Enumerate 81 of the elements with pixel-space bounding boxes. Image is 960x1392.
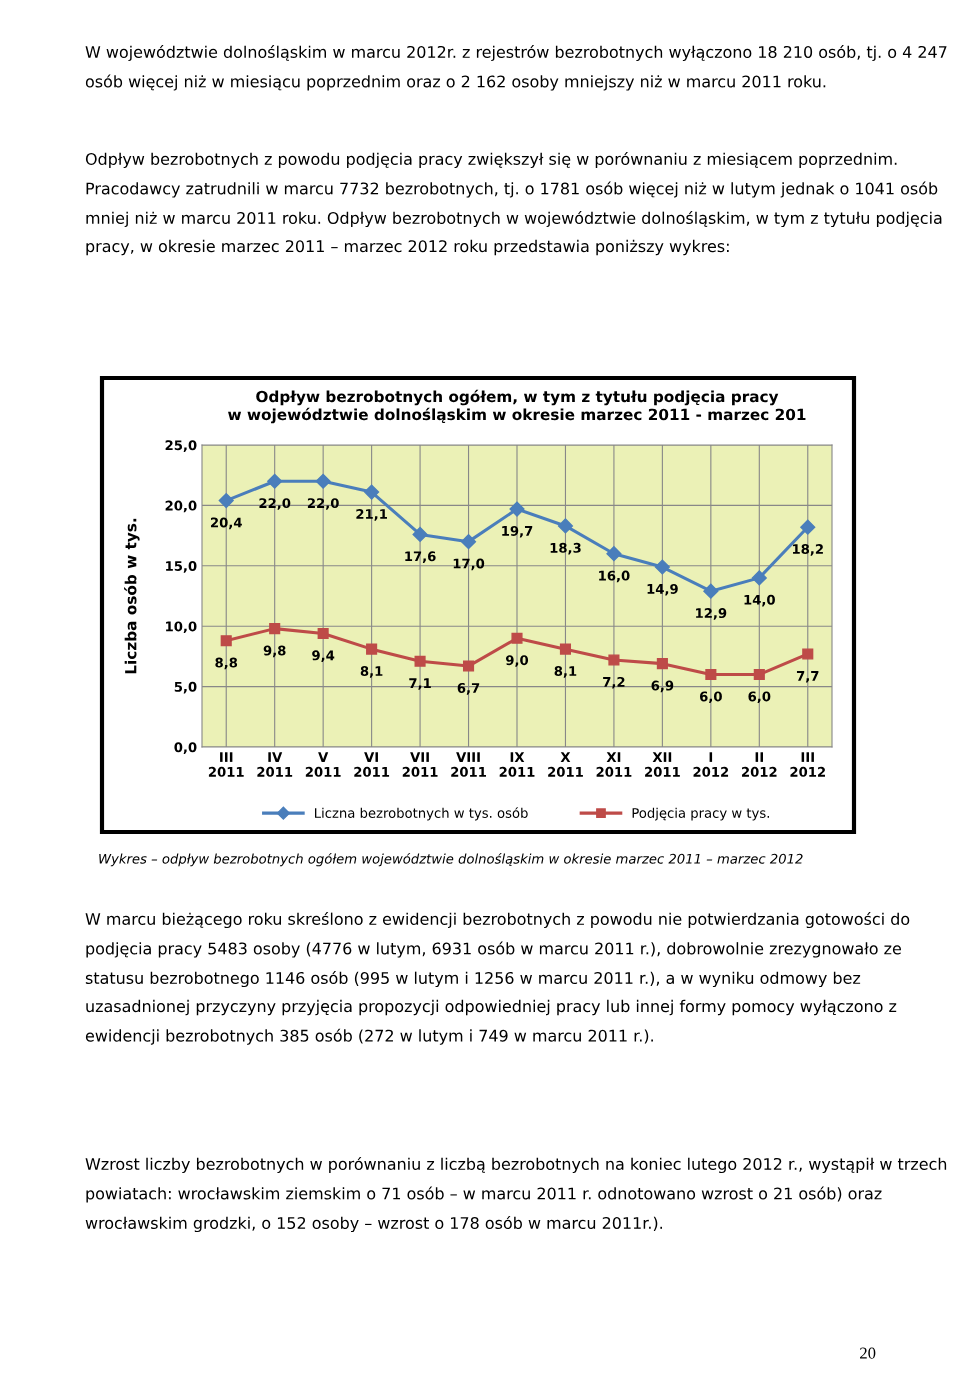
x-tick-label: X 2011 bbox=[548, 752, 583, 777]
point bbox=[315, 473, 331, 489]
point bbox=[703, 583, 719, 599]
text: W województwie dolnośląskim w marcu 2012r. z rejestrów bezrobotnych wyłączono 18 210 osób, tj. o 4 247 osób więcej niż w miesiącu poprzednim oraz o 2 162 osoby mniejszy niż w marcu 2011 roku. bbox=[85, 45, 947, 91]
data-label: 18,2 bbox=[792, 544, 823, 556]
x-tick-label: XI 2011 bbox=[596, 752, 632, 777]
data-label: 9,4 bbox=[312, 650, 335, 663]
data-label: 6,0 bbox=[699, 691, 722, 704]
data-label: 6,9 bbox=[651, 680, 674, 693]
x-tick-label: VIII 2011 bbox=[451, 752, 486, 777]
point bbox=[364, 484, 380, 500]
data-label: 7,2 bbox=[603, 676, 625, 689]
data-label: 9,0 bbox=[506, 655, 529, 667]
data-label: 14,0 bbox=[744, 594, 775, 607]
data-label: 17,6 bbox=[405, 551, 436, 563]
x-tick-label: V 2011 bbox=[305, 752, 341, 777]
data-label: 18,3 bbox=[550, 542, 581, 555]
point bbox=[606, 546, 622, 562]
x-tick-label: III 2012 bbox=[790, 752, 825, 777]
point bbox=[412, 526, 428, 542]
y-tick-label: 15,0 bbox=[166, 561, 197, 573]
text: Wykres – odpływ bezrobotnych ogółem województwie dolnośląskim w okresie marzec 2011 – marzec 2012 bbox=[99, 853, 803, 867]
x-tick-label: IV 2011 bbox=[257, 752, 293, 777]
data-label: 8,1 bbox=[360, 666, 383, 678]
point bbox=[269, 623, 281, 635]
point bbox=[557, 518, 574, 534]
data-label: 7,7 bbox=[796, 671, 819, 683]
point bbox=[218, 492, 234, 509]
data-label: 21,1 bbox=[356, 509, 387, 521]
data-label: 6,0 bbox=[748, 691, 771, 704]
legend-label: Podjęcia pracy w tys. bbox=[632, 807, 769, 821]
point bbox=[317, 627, 329, 640]
x-tick-label: VII 2011 bbox=[402, 752, 438, 777]
x-tick-label: IX 2011 bbox=[499, 752, 535, 777]
point bbox=[705, 668, 717, 681]
chart-title: Odpływ bezrobotnych ogółem, w tym z tytułu podjęcia pracy w województwie dolnośląskim w okresie marzec 2011 - marzec 201 bbox=[228, 389, 806, 424]
point bbox=[366, 643, 378, 655]
text: Odpływ bezrobotnych z powodu podjęcia pracy zwiększył się w porównaniu z miesiącem poprzednim. Pracodawcy zatrudnili w marcu 7732 bezrobotnych, tj. o 1781 osób więcej niż w lutym jednak o 1041 osób mniej niż w marcu 2011 roku. Odpływ bezrobotnych w województwie dolnośląskim, w tym z tytułu podjęcia pracy, w okresie marzec 2011 – marzec 2012 roku przedstawia poniższy wykres: bbox=[85, 152, 942, 256]
point bbox=[654, 559, 670, 575]
point bbox=[800, 519, 816, 535]
data-label: 16,0 bbox=[599, 570, 630, 583]
point bbox=[559, 643, 572, 655]
data-label: 7,1 bbox=[409, 678, 431, 690]
point bbox=[462, 660, 475, 672]
point bbox=[509, 501, 525, 517]
point bbox=[460, 534, 477, 550]
legend-label: Liczna bezrobotnych w tys. osób bbox=[315, 807, 528, 821]
y-tick-label: 20,0 bbox=[165, 500, 197, 513]
text: 20 bbox=[860, 1347, 876, 1359]
text: Wzrost liczby bezrobotnych w porównaniu z liczbą bezrobotnych na koniec lutego 2012 r., wystąpił w trzech powiatach: wrocławskim ziemskim o 71 osób – w marcu 2011 r. odnotowano wzrost o 21 osób) oraz wrocławskim grodzki, o 152 osoby – wzrost o 178 osób w marcu 2011r.). bbox=[85, 1157, 947, 1233]
point bbox=[802, 648, 814, 660]
x-tick-label: III 2011 bbox=[208, 752, 244, 777]
data-label: 19,7 bbox=[502, 525, 533, 538]
point bbox=[751, 570, 767, 586]
point bbox=[656, 658, 668, 670]
y-tick-label: 0,0 bbox=[174, 742, 197, 754]
data-label: 17,0 bbox=[453, 558, 485, 571]
x-tick-label: VI 2011 bbox=[354, 752, 390, 777]
data-label: 20,4 bbox=[211, 517, 242, 530]
data-label: 6,7 bbox=[457, 682, 480, 695]
data-label: 8,8 bbox=[215, 657, 238, 670]
data-label: 8,1 bbox=[554, 666, 577, 678]
point bbox=[511, 632, 523, 644]
data-label: 12,9 bbox=[696, 608, 727, 620]
point bbox=[220, 635, 232, 647]
point bbox=[608, 654, 620, 666]
data-label: 9,8 bbox=[263, 645, 286, 658]
point bbox=[267, 473, 283, 489]
x-tick-label: I 2012 bbox=[693, 752, 729, 777]
y-tick-label: 25,0 bbox=[165, 440, 197, 452]
x-tick-label: XII 2011 bbox=[645, 752, 680, 777]
y-axis-title: Liczba osób w tys. bbox=[124, 518, 140, 674]
text: W marcu bieżącego roku skreślono z ewidencji bezrobotnych z powodu nie potwierdzania gotowości do podjęcia pracy 5483 osoby (4776 w lutym, 6931 osób w marcu 2011 r.), dobrowolnie zrezygnowało ze statusu bezrobotnego 1146 osób (995 w lutym i 1256 w marcu 2011 r.), a w wyniku odmowy bez uzasadnionej przyczyny przyjęcia propozycji odpowiedniej pracy lub innej formy pomocy wyłączono z ewidencji bezrobotnych 385 osób (272 w lutym i 749 w marcu 2011 r.). bbox=[85, 912, 910, 1045]
y-tick-label: 5,0 bbox=[174, 681, 197, 694]
x-tick-label: II 2012 bbox=[741, 752, 777, 777]
data-label: 22,0 bbox=[259, 498, 291, 510]
data-label: 14,9 bbox=[647, 583, 678, 596]
point bbox=[753, 668, 765, 681]
point bbox=[414, 655, 426, 667]
data-label: 22,0 bbox=[307, 498, 339, 510]
y-tick-label: 10,0 bbox=[166, 621, 197, 634]
